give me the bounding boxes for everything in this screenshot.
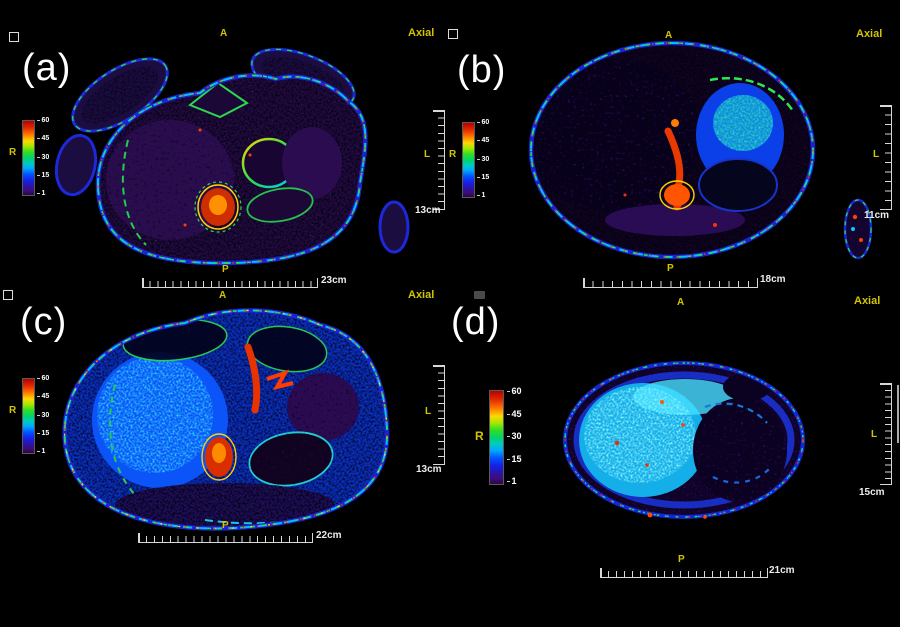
vertical-ruler-length: 13cm <box>415 205 441 216</box>
torso-rim <box>62 308 390 531</box>
colorbar-tick-label: 30 <box>477 156 490 163</box>
orientation-anterior-label: A <box>220 28 228 39</box>
panel-a: (a) <box>0 20 445 292</box>
colorbar-tick-label: 15 <box>507 454 522 464</box>
ct-image <box>54 47 410 266</box>
vertical-ruler <box>880 105 892 210</box>
torso-interior <box>565 363 803 517</box>
orientation-left-label: L <box>425 406 432 417</box>
orientation-posterior-label: P <box>222 264 229 275</box>
colorbar-tick-label: 1 <box>37 190 49 197</box>
vertical-ruler <box>433 365 445 465</box>
colorbar-tick-label: 45 <box>507 409 522 419</box>
orientation-right-label: R <box>9 147 17 158</box>
lung-region <box>246 325 328 373</box>
vessel-hotspot <box>244 343 261 414</box>
vertical-ruler <box>880 383 892 485</box>
view-label: Axial <box>408 289 435 301</box>
orientation-anterior-label: A <box>219 290 227 301</box>
colorbar-tick-label: 60 <box>37 117 50 124</box>
colorbar-tick-label: 15 <box>477 174 490 181</box>
colorbar-tick-label: 60 <box>37 375 50 382</box>
horizontal-ruler <box>583 278 758 288</box>
window-icon <box>448 29 458 39</box>
vertical-ruler <box>433 110 445 210</box>
torso-rim <box>563 361 805 519</box>
window-icon <box>3 290 13 300</box>
orientation-posterior-label: P <box>222 520 229 531</box>
torso-rim <box>95 73 368 266</box>
colorbar-tick-label: 45 <box>37 135 50 142</box>
vertical-ruler-length: 13cm <box>416 464 442 475</box>
window-icon <box>9 32 19 42</box>
colorbar-ticks: 60 45 30 15 1 <box>507 387 522 486</box>
view-label: Axial <box>854 295 881 307</box>
horizontal-ruler-length: 23cm <box>321 275 347 286</box>
orientation-anterior-label: A <box>677 297 685 308</box>
panel-label: (a) <box>22 47 72 89</box>
horizontal-ruler-length: 18cm <box>760 274 786 285</box>
panel-label: (c) <box>20 301 68 343</box>
colorbar-tick-label: 60 <box>477 119 490 126</box>
screen-edge-artifact <box>897 385 899 443</box>
orientation-left-label: L <box>424 149 431 160</box>
colorbar-ticks: 60 45 30 15 1 <box>37 117 50 197</box>
torso-interior <box>64 310 388 529</box>
horizontal-ruler <box>600 568 768 578</box>
colorbar-tick-label: 30 <box>37 154 50 161</box>
colorbar-gradient <box>462 122 475 198</box>
orientation-right-label: R <box>475 429 484 443</box>
ct-image <box>563 361 805 519</box>
orientation-anterior-label: A <box>665 30 673 41</box>
view-label: Axial <box>408 27 435 39</box>
orientation-left-label: L <box>873 149 880 160</box>
panel-c: (c) <box>0 288 445 558</box>
vertical-ruler-length: 11cm <box>864 210 890 221</box>
colorbar-ticks: 60 45 30 15 1 <box>477 119 490 199</box>
orientation-posterior-label: P <box>678 554 685 565</box>
orientation-right-label: R <box>9 405 17 416</box>
colorbar-gradient <box>489 390 504 485</box>
orientation-left-label: L <box>871 429 878 440</box>
panel-d: (d) <box>445 288 900 627</box>
colorbar-gradient <box>22 120 35 196</box>
colorbar-tick-label: 45 <box>37 393 50 400</box>
torso-interior <box>531 43 813 257</box>
colorbar-tick-label: 60 <box>507 387 522 396</box>
colorbar-tick-label: 15 <box>37 430 50 437</box>
panel-b: (b) <box>445 18 900 292</box>
colorbar-tick-label: 1 <box>477 192 489 199</box>
panel-label: (d) <box>451 301 501 343</box>
torso-interior <box>97 75 366 264</box>
ct-image <box>62 308 390 531</box>
horizontal-ruler <box>142 278 318 288</box>
mediastinum <box>188 81 249 119</box>
horizontal-ruler <box>138 533 313 543</box>
colorbar-ticks: 60 45 30 15 1 <box>37 375 50 455</box>
colorbar-tick-label: 30 <box>507 432 522 441</box>
vertical-ruler-length: 15cm <box>859 487 885 498</box>
torso-rim <box>528 40 816 260</box>
colorbar-tick-label: 1 <box>507 477 522 486</box>
ct-image <box>528 40 873 260</box>
colorbar-tick-label: 15 <box>37 172 50 179</box>
view-label: Axial <box>856 28 883 40</box>
orientation-right-label: R <box>449 149 457 160</box>
horizontal-ruler-length: 21cm <box>769 565 795 576</box>
panel-label: (b) <box>457 49 507 91</box>
arm-slice <box>843 198 873 260</box>
colorbar-tick-label: 30 <box>37 412 50 419</box>
horizontal-ruler-length: 22cm <box>316 530 342 541</box>
colorbar-tick-label: 45 <box>477 137 490 144</box>
colorbar-tick-label: 1 <box>37 448 49 455</box>
window-icon <box>474 291 485 299</box>
colorbar-gradient <box>22 378 35 454</box>
orientation-posterior-label: P <box>667 263 674 274</box>
